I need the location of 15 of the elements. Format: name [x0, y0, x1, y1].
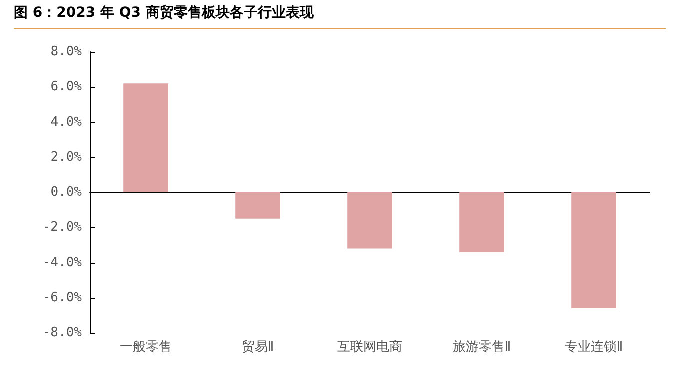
y-tick-label: -4.0% [42, 255, 82, 270]
x-tick-label: 一般零售 [120, 340, 172, 355]
y-tick-label: 8.0% [50, 44, 82, 60]
y-tick-label: 4.0% [50, 114, 82, 130]
x-tick-label: 专业连锁Ⅱ [564, 340, 624, 355]
x-tick-label: 贸易Ⅱ [242, 340, 274, 355]
y-tick-label: -8.0% [42, 326, 82, 340]
chart-title: 图 6：2023 年 Q3 商贸零售板块各子行业表现 [14, 4, 666, 29]
y-tick-label: 0.0% [50, 185, 82, 200]
x-tick-label: 互联网电商 [338, 340, 402, 355]
y-tick-label: 6.0% [50, 80, 82, 95]
y-tick-label: -2.0% [42, 220, 82, 236]
y-tick-label: -6.0% [42, 290, 82, 306]
x-tick-label: 旅游零售Ⅱ [452, 340, 512, 355]
y-tick-label: 2.0% [50, 150, 82, 165]
